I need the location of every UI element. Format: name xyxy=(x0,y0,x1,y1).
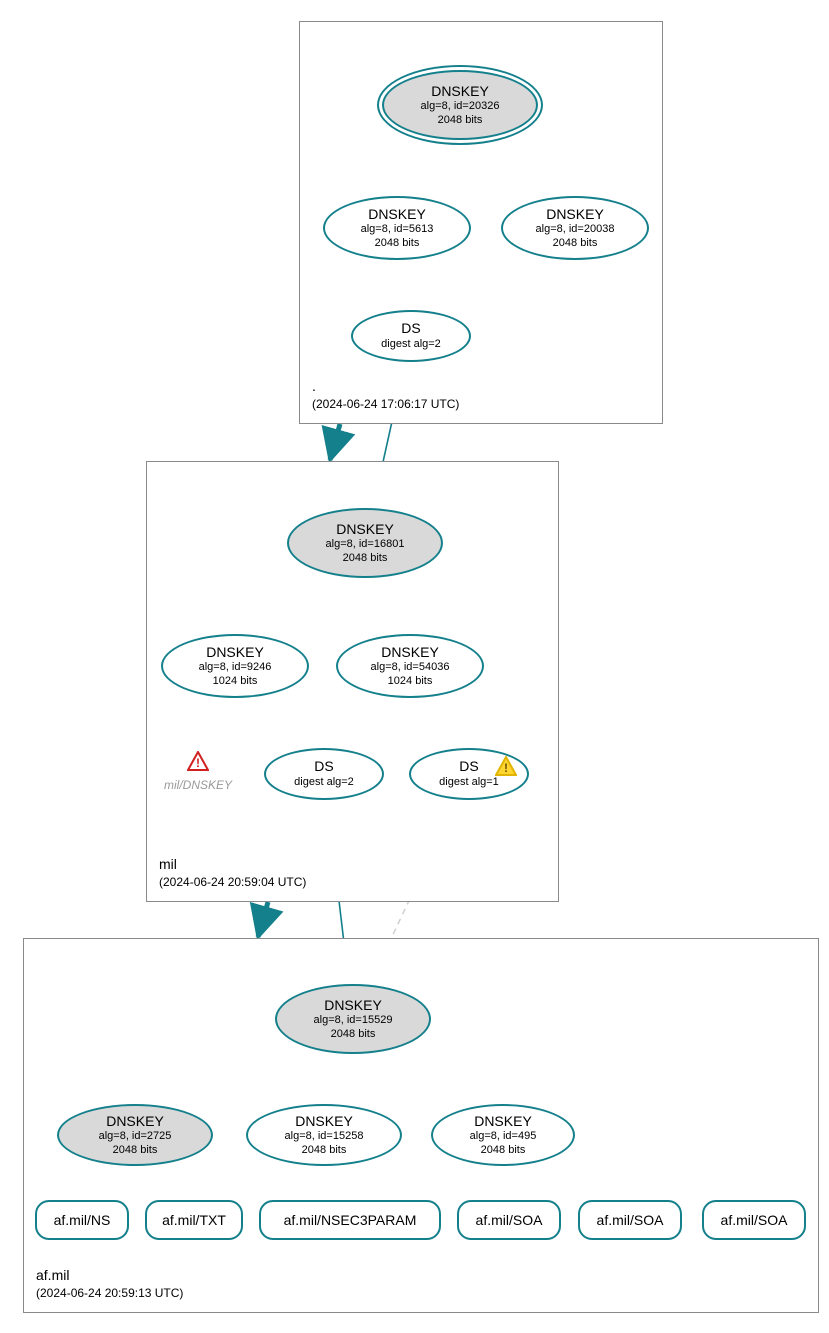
node-line2: alg=8, id=9246 xyxy=(199,661,272,675)
node-title: DNSKEY xyxy=(381,644,439,662)
node-title: DNSKEY xyxy=(431,83,489,101)
node-line2: digest alg=2 xyxy=(294,776,354,790)
node-line2: alg=8, id=15258 xyxy=(285,1130,364,1144)
node-line3: 1024 bits xyxy=(213,675,258,689)
rrset-rr-soa1: af.mil/SOA xyxy=(457,1200,561,1240)
node-title: DNSKEY xyxy=(295,1113,353,1131)
node-line2: alg=8, id=495 xyxy=(470,1130,537,1144)
node-line2: alg=8, id=15529 xyxy=(314,1014,393,1028)
node-mil-ksk: DNSKEYalg=8, id=168012048 bits xyxy=(287,508,443,578)
rrset-label: af.mil/TXT xyxy=(162,1212,226,1228)
node-line2: digest alg=1 xyxy=(439,776,499,790)
rrset-rr-n3p: af.mil/NSEC3PARAM xyxy=(259,1200,441,1240)
node-title: DS xyxy=(314,758,333,776)
node-line3: 2048 bits xyxy=(343,552,388,566)
node-line2: alg=8, id=5613 xyxy=(361,223,434,237)
node-line3: 2048 bits xyxy=(375,237,420,251)
zone-label: .(2024-06-24 17:06:17 UTC) xyxy=(312,377,459,413)
zone-name: af.mil xyxy=(36,1266,183,1286)
node-line3: 2048 bits xyxy=(331,1028,376,1042)
node-title: DNSKEY xyxy=(474,1113,532,1131)
rrset-rr-soa3: af.mil/SOA xyxy=(702,1200,806,1240)
node-title: DS xyxy=(401,320,420,338)
node-title: DNSKEY xyxy=(324,997,382,1015)
node-line2: alg=8, id=20038 xyxy=(536,223,615,237)
node-line3: 2048 bits xyxy=(481,1144,526,1158)
node-mil-zsk2: DNSKEYalg=8, id=540361024 bits xyxy=(336,634,484,698)
svg-text:!: ! xyxy=(504,761,508,775)
node-af-ksk: DNSKEYalg=8, id=155292048 bits xyxy=(275,984,431,1054)
svg-text:!: ! xyxy=(196,756,200,770)
node-line2: alg=8, id=20326 xyxy=(421,100,500,114)
node-root-ds: DSdigest alg=2 xyxy=(351,310,471,362)
node-root-ksk: DNSKEYalg=8, id=203262048 bits xyxy=(382,70,538,140)
node-line2: alg=8, id=16801 xyxy=(326,538,405,552)
node-line3: 2048 bits xyxy=(438,114,483,128)
node-line3: 2048 bits xyxy=(113,1144,158,1158)
zone-name: . xyxy=(312,377,459,397)
zone-name: mil xyxy=(159,855,306,875)
warning-label: mil/DNSKEY xyxy=(164,778,232,792)
node-af-k2725: DNSKEYalg=8, id=27252048 bits xyxy=(57,1104,213,1166)
warning-icon: ! xyxy=(495,755,517,777)
rrset-label: af.mil/SOA xyxy=(476,1212,543,1228)
node-line2: alg=8, id=54036 xyxy=(371,661,450,675)
rrset-label: af.mil/NS xyxy=(54,1212,111,1228)
node-af-k15258: DNSKEYalg=8, id=152582048 bits xyxy=(246,1104,402,1166)
zone-timestamp: (2024-06-24 20:59:13 UTC) xyxy=(36,1285,183,1302)
node-mil-zsk1: DNSKEYalg=8, id=92461024 bits xyxy=(161,634,309,698)
rrset-label: af.mil/SOA xyxy=(597,1212,664,1228)
zone-timestamp: (2024-06-24 20:59:04 UTC) xyxy=(159,874,306,891)
node-root-zsk2: DNSKEYalg=8, id=200382048 bits xyxy=(501,196,649,260)
node-line2: digest alg=2 xyxy=(381,338,441,352)
rrset-rr-soa2: af.mil/SOA xyxy=(578,1200,682,1240)
node-title: DNSKEY xyxy=(336,521,394,539)
rrset-label: af.mil/NSEC3PARAM xyxy=(284,1212,417,1228)
node-line3: 2048 bits xyxy=(302,1144,347,1158)
rrset-label: af.mil/SOA xyxy=(721,1212,788,1228)
dnssec-chain-diagram: .(2024-06-24 17:06:17 UTC)mil(2024-06-24… xyxy=(10,10,820,1320)
node-af-k495: DNSKEYalg=8, id=4952048 bits xyxy=(431,1104,575,1166)
zone-label: af.mil(2024-06-24 20:59:13 UTC) xyxy=(36,1266,183,1302)
node-line3: 1024 bits xyxy=(388,675,433,689)
error-icon: ! xyxy=(187,750,209,772)
zone-label: mil(2024-06-24 20:59:04 UTC) xyxy=(159,855,306,891)
node-title: DNSKEY xyxy=(546,206,604,224)
rrset-rr-ns: af.mil/NS xyxy=(35,1200,129,1240)
node-mil-ds1: DSdigest alg=2 xyxy=(264,748,384,800)
node-line2: alg=8, id=2725 xyxy=(99,1130,172,1144)
zone-timestamp: (2024-06-24 17:06:17 UTC) xyxy=(312,396,459,413)
node-root-zsk1: DNSKEYalg=8, id=56132048 bits xyxy=(323,196,471,260)
rrset-rr-txt: af.mil/TXT xyxy=(145,1200,243,1240)
node-title: DNSKEY xyxy=(206,644,264,662)
node-title: DNSKEY xyxy=(368,206,426,224)
node-title: DNSKEY xyxy=(106,1113,164,1131)
node-line3: 2048 bits xyxy=(553,237,598,251)
node-title: DS xyxy=(459,758,478,776)
